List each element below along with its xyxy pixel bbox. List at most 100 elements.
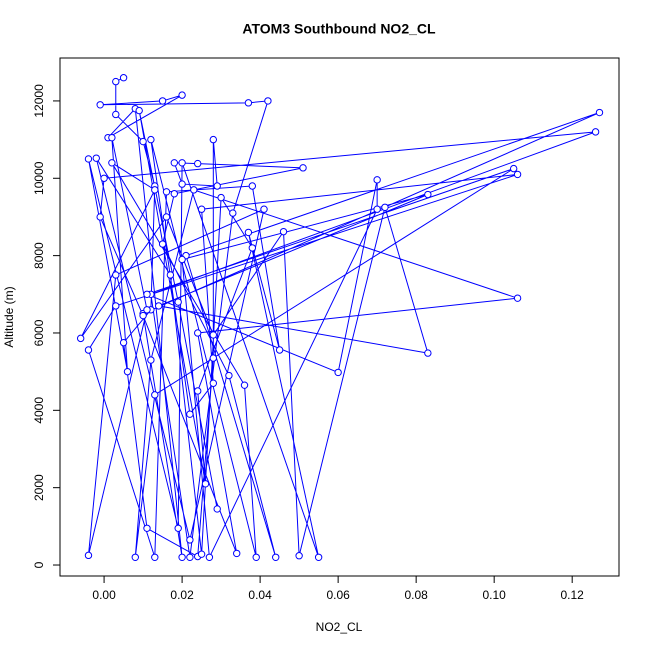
data-point	[248, 244, 257, 252]
data-point	[178, 91, 186, 99]
data-point	[147, 356, 155, 364]
y-tick-label: 8000	[32, 242, 46, 269]
plot-box	[59, 57, 620, 577]
data-point	[151, 391, 159, 399]
data-line	[80, 77, 600, 560]
data-point	[131, 553, 139, 561]
data-point	[197, 205, 206, 213]
data-point	[151, 553, 159, 561]
data-point	[194, 329, 202, 337]
data-point	[162, 213, 171, 221]
data-point	[209, 135, 218, 144]
data-point	[248, 182, 257, 190]
data-point	[174, 298, 182, 306]
data-point	[213, 505, 221, 513]
y-tick-label: 2000	[32, 474, 46, 501]
data-point	[513, 294, 522, 302]
data-point	[240, 381, 249, 389]
data-point	[84, 551, 93, 560]
y-tick-label: 4000	[32, 397, 46, 424]
data-point	[119, 74, 128, 82]
data-point	[260, 205, 268, 213]
x-tick-label: 0.02	[170, 588, 194, 602]
data-point	[190, 186, 198, 194]
data-point	[373, 176, 381, 184]
data-point	[509, 164, 518, 173]
x-tick-label: 0.12	[561, 588, 585, 602]
data-point	[209, 331, 218, 339]
data-point	[178, 553, 186, 561]
data-point	[244, 228, 253, 237]
data-point	[591, 128, 600, 136]
data-point	[194, 387, 202, 395]
data-point	[108, 159, 116, 167]
data-point	[119, 338, 128, 347]
y-tick-label: 0	[32, 561, 46, 568]
data-point	[84, 155, 93, 163]
data-point	[135, 106, 143, 115]
data-point	[252, 553, 260, 561]
data-point	[139, 137, 147, 146]
data-point	[595, 108, 604, 117]
data-point	[186, 536, 194, 544]
data-point	[279, 227, 288, 236]
data-point	[178, 255, 186, 264]
data-point	[205, 553, 214, 561]
data-point	[154, 302, 163, 310]
data-point	[139, 311, 147, 320]
data-point	[158, 97, 167, 105]
x-tick-label: 0.08	[404, 588, 428, 602]
data-point	[275, 346, 284, 354]
data-point	[112, 302, 120, 310]
data-point	[178, 180, 186, 188]
data-point	[166, 271, 175, 279]
data-point	[112, 110, 120, 119]
data-point	[186, 410, 194, 418]
data-point	[201, 480, 210, 488]
data-point	[295, 552, 303, 560]
y-tick-label: 12000	[32, 84, 46, 118]
data-point	[100, 174, 108, 182]
data-point	[174, 524, 182, 532]
y-tick-label: 10000	[32, 161, 46, 195]
data-point	[158, 240, 167, 248]
data-point	[162, 188, 171, 196]
y-tick-label: 6000	[32, 319, 46, 346]
data-point	[143, 524, 151, 532]
data-point	[217, 193, 225, 202]
data-point	[92, 154, 100, 162]
data-point	[84, 346, 93, 354]
data-point	[225, 371, 233, 380]
data-point	[112, 77, 120, 86]
data-point	[424, 349, 432, 357]
data-point	[213, 182, 221, 190]
data-point	[96, 213, 104, 221]
data-point	[244, 99, 253, 107]
data-point	[108, 133, 116, 142]
data-point	[209, 379, 218, 387]
data-point	[424, 190, 432, 199]
data-point	[170, 159, 178, 167]
x-tick-label: 0.10	[482, 588, 506, 602]
data-point	[76, 334, 85, 343]
data-point	[373, 205, 381, 213]
data-point	[272, 553, 280, 561]
data-point	[264, 97, 272, 105]
data-point	[194, 159, 202, 168]
data-point	[123, 367, 132, 376]
data-point	[229, 209, 237, 217]
data-point	[143, 306, 151, 314]
data-point	[112, 271, 120, 279]
data-point	[209, 354, 218, 362]
x-axis-label: NO2_CL	[316, 620, 363, 634]
data-point	[299, 164, 307, 172]
data-point	[186, 553, 194, 561]
x-tick-label: 0.04	[248, 588, 272, 602]
data-point	[96, 101, 104, 109]
chart-title: ATOM3 Southbound NO2_CL	[242, 21, 436, 37]
data-point	[151, 186, 159, 194]
data-point	[381, 203, 389, 211]
data-point	[314, 553, 323, 561]
x-tick-label: 0.00	[92, 588, 116, 602]
